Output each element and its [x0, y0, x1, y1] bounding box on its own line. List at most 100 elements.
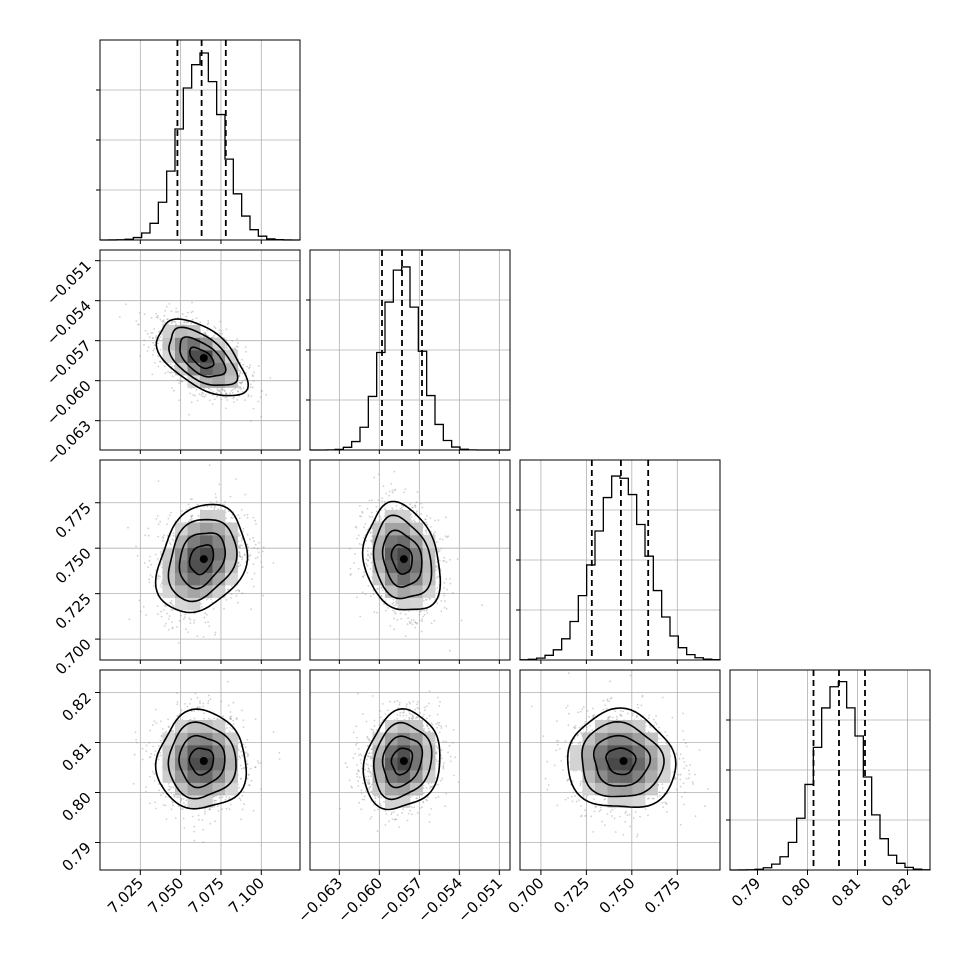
sample-point: [149, 582, 151, 584]
sample-point: [244, 554, 246, 556]
sample-point: [249, 538, 251, 540]
sample-point: [242, 364, 244, 366]
sample-point: [389, 491, 391, 493]
sample-point: [378, 473, 380, 475]
sample-point: [260, 416, 262, 418]
sample-point: [439, 550, 441, 552]
sample-point: [127, 527, 129, 529]
sample-point: [220, 393, 222, 395]
sample-point: [366, 558, 368, 560]
sample-point: [377, 521, 379, 523]
density-bin: [225, 573, 238, 586]
sample-point: [213, 718, 215, 720]
sample-point: [193, 622, 195, 624]
sample-point: [151, 576, 153, 578]
sample-point: [186, 322, 188, 324]
sample-point: [249, 367, 251, 369]
sample-point: [371, 516, 373, 518]
sample-point: [135, 320, 137, 322]
sample-point: [190, 312, 192, 314]
sample-point: [367, 508, 369, 510]
sample-point: [400, 618, 402, 620]
sample-point: [157, 613, 159, 615]
sample-point: [139, 600, 141, 602]
sample-point: [425, 518, 427, 520]
sample-point: [263, 546, 265, 548]
sample-point: [159, 361, 161, 363]
sample-point: [208, 700, 210, 702]
sample-point: [195, 693, 197, 695]
sample-point: [184, 614, 186, 616]
sample-point: [226, 796, 228, 798]
sample-point: [162, 728, 164, 730]
sample-point: [392, 490, 394, 492]
sample-point: [250, 420, 252, 422]
sample-point: [226, 399, 228, 401]
sample-point: [186, 509, 188, 511]
sample-point: [369, 516, 371, 518]
sample-point: [376, 612, 378, 614]
sample-point: [438, 519, 440, 521]
sample-point: [191, 518, 193, 520]
density-bin: [423, 560, 436, 573]
sample-point: [423, 600, 425, 602]
sample-point: [185, 316, 187, 318]
sample-point: [425, 599, 427, 601]
sample-point: [396, 505, 398, 507]
sample-point: [202, 819, 204, 821]
sample-point: [157, 515, 159, 517]
sample-point: [172, 804, 174, 806]
sample-point: [210, 506, 212, 508]
sample-point: [370, 540, 372, 542]
sample-point: [223, 608, 225, 610]
sample-point: [153, 348, 155, 350]
sample-point: [181, 510, 183, 512]
sample-point: [199, 393, 201, 395]
sample-point: [417, 491, 419, 493]
sample-point: [221, 333, 223, 335]
sample-point: [169, 515, 171, 517]
sample-point: [414, 505, 416, 507]
sample-point: [226, 727, 228, 729]
sample-point: [180, 322, 182, 324]
sample-point: [191, 498, 193, 500]
sample-point: [257, 548, 259, 550]
sample-point: [190, 622, 192, 624]
sample-point: [250, 383, 252, 385]
sample-point: [442, 539, 444, 541]
sample-point: [385, 493, 387, 495]
sample-point: [215, 497, 217, 499]
sample-point: [144, 313, 146, 315]
sample-point: [393, 628, 395, 630]
sample-point: [157, 366, 159, 368]
sample-point: [439, 560, 441, 562]
sample-point: [199, 706, 201, 708]
sample-point: [194, 395, 196, 397]
density-bin: [398, 598, 411, 611]
sample-point: [163, 321, 165, 323]
sample-point: [251, 578, 253, 580]
sample-point: [367, 559, 369, 561]
sample-point: [192, 816, 194, 818]
sample-point: [381, 518, 383, 520]
sample-point: [239, 552, 241, 554]
sample-point: [185, 800, 187, 802]
panel-2-0: [100, 460, 300, 660]
sample-point: [414, 622, 416, 624]
sample-point: [405, 635, 407, 637]
sample-point: [166, 613, 168, 615]
histogram-0: [100, 53, 300, 240]
sample-point: [381, 500, 383, 502]
sample-point: [416, 510, 418, 512]
sample-point: [213, 335, 215, 337]
sample-point: [162, 536, 164, 538]
density-bin: [385, 523, 398, 536]
sample-point: [168, 629, 170, 631]
sample-point: [176, 626, 178, 628]
sample-point: [209, 464, 211, 466]
sample-point: [446, 608, 448, 610]
sample-point: [135, 739, 137, 741]
sample-point: [163, 315, 165, 317]
sample-point: [180, 808, 182, 810]
